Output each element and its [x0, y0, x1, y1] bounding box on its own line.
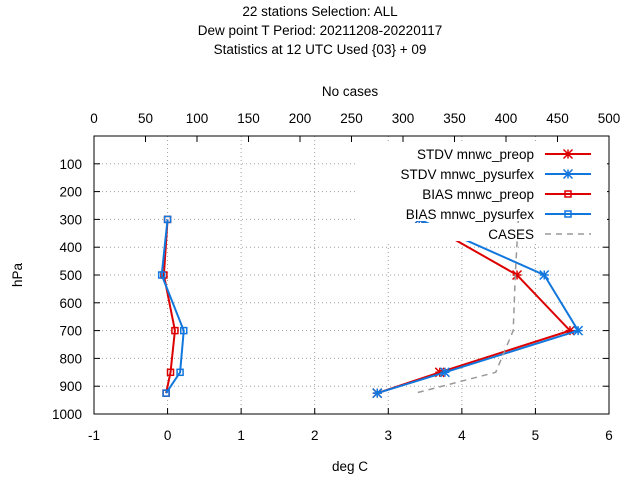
- data-point: [166, 368, 175, 377]
- legend-entry-marker: [564, 210, 572, 218]
- plot-frame: [93, 135, 610, 415]
- data-point: [176, 368, 184, 377]
- title-line-1: 22 stations Selection: ALL: [242, 4, 398, 19]
- y-tick-label: 200: [59, 185, 82, 200]
- x2-tick-label: 200: [289, 111, 312, 126]
- legend-entry-background: [358, 143, 607, 161]
- x2-tick-label: 100: [186, 111, 209, 126]
- x2-tick-label: 350: [443, 111, 466, 126]
- x2-tick-label: 300: [392, 111, 415, 126]
- series-group: [372, 214, 576, 399]
- data-point: [512, 269, 523, 281]
- title-line-3: Statistics at 12 UTC Used {03} + 09: [214, 42, 427, 57]
- legend-entry-label: STDV mnwc_pysurfex: [400, 167, 534, 182]
- data-point: [539, 269, 550, 281]
- legend-entry-background: [358, 203, 607, 221]
- series-layer: [157, 214, 584, 399]
- top-axis-label: No cases: [322, 84, 379, 99]
- series-group: [372, 214, 584, 399]
- data-point: [439, 367, 450, 378]
- x-tick-label: 2: [311, 428, 319, 443]
- x-tick-label: -1: [88, 428, 100, 443]
- data-point: [157, 271, 166, 279]
- legend-entry-background: [358, 163, 607, 181]
- x2-tick-label: 450: [546, 111, 569, 126]
- legend-entry-background: [358, 183, 607, 201]
- data-point: [372, 388, 383, 399]
- y-tick-label: 500: [59, 268, 82, 283]
- y-tick-label: 300: [59, 212, 82, 227]
- legend-entry-marker: [564, 190, 572, 198]
- series-group: [415, 219, 520, 394]
- y-tick-label: 900: [59, 379, 82, 394]
- chart-title: 22 stations Selection: ALL Dew point T P…: [198, 4, 442, 57]
- x2-tick-label: 150: [237, 111, 260, 126]
- x2-tick-label: 250: [340, 111, 363, 126]
- x-tick-label: 5: [532, 428, 540, 443]
- axis-ticks: -1 0 1 2 3 4 5 6 0 50 100 150 200 250 300 350 400 450 500 1…: [52, 111, 620, 443]
- y-tick-label: 100: [59, 157, 82, 172]
- legend-entry-marker: [562, 168, 574, 180]
- series-line: [162, 219, 176, 394]
- data-point: [573, 325, 584, 336]
- legend-entry-label: BIAS mnwc_pysurfex: [406, 207, 535, 222]
- series-line: [160, 219, 185, 394]
- x-tick-label: 3: [385, 428, 393, 443]
- x2-tick-label: 0: [90, 111, 98, 126]
- bottom-axis-label: deg C: [332, 459, 368, 474]
- data-point: [180, 326, 188, 335]
- data-point: [564, 325, 576, 336]
- legend-entry-marker: [562, 148, 574, 160]
- y-axis-label: hPa: [10, 263, 25, 288]
- data-point: [163, 215, 172, 224]
- legend-entry-background: [358, 223, 607, 241]
- x-tick-label: 1: [237, 428, 245, 443]
- y-tick-label: 1000: [52, 407, 82, 422]
- series-line: [415, 219, 520, 394]
- y-tick-label: 400: [59, 240, 82, 255]
- x2-tick-label: 400: [495, 111, 518, 126]
- data-point: [162, 389, 170, 397]
- data-point: [434, 367, 445, 378]
- legend: STDV mnwc_preop STDV mnwc_pysurfex BIAS mn…: [358, 143, 607, 242]
- y-tick-label: 700: [59, 324, 82, 339]
- y-tick-label: 600: [59, 296, 82, 311]
- x-tick-label: 6: [605, 428, 613, 443]
- series-group: [157, 215, 188, 397]
- x-tick-label: 4: [458, 428, 466, 443]
- legend-entry-label: CASES: [488, 227, 534, 242]
- series-group: [160, 215, 179, 397]
- series-line: [376, 218, 572, 395]
- x2-tick-label: 50: [138, 111, 153, 126]
- x2-tick-label: 500: [598, 111, 621, 126]
- title-line-2: Dew point T Period: 20211208-20220117: [198, 23, 442, 38]
- x-tick-label: 0: [164, 428, 172, 443]
- legend-entry-label: BIAS mnwc_preop: [422, 187, 534, 202]
- data-point: [171, 326, 179, 335]
- y-tick-label: 800: [59, 351, 82, 366]
- legend-entry-label: STDV mnwc_preop: [417, 147, 534, 162]
